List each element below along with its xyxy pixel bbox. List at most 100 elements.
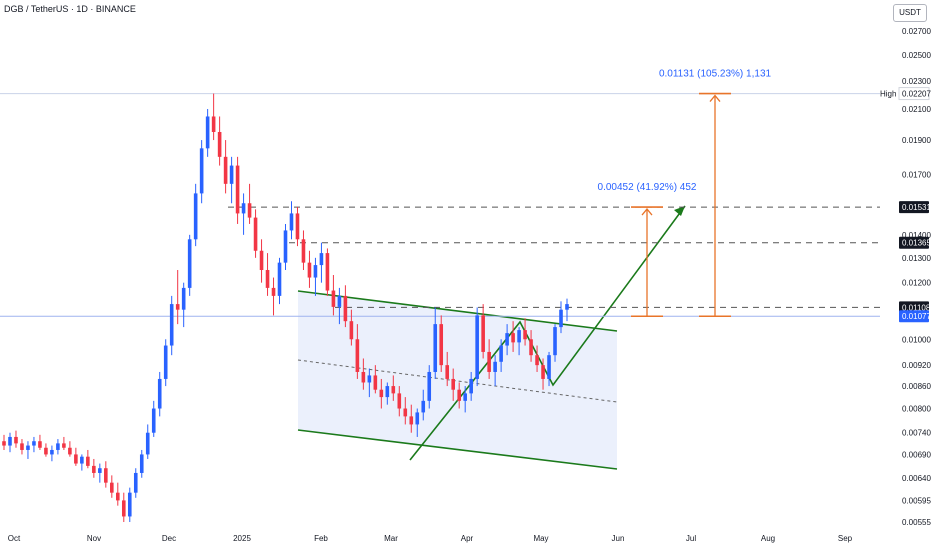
y-tick-label: 0.00740 xyxy=(902,429,931,438)
channel-lower-line xyxy=(297,429,618,470)
candle-body xyxy=(379,389,384,398)
candle-body xyxy=(169,304,174,346)
candle-body xyxy=(343,295,348,322)
candle-body xyxy=(511,333,515,343)
time-axis: Oct Nov Dec 2025 Feb Mar Apr May Jun Jul Aug Sep xyxy=(8,534,853,543)
y-tick-label: 0.01900 xyxy=(902,136,931,145)
candle-body xyxy=(409,416,414,425)
channel-drawings xyxy=(297,205,686,470)
candle-body xyxy=(127,492,132,517)
high-label: High xyxy=(880,90,896,99)
y-tick-label: 0.00860 xyxy=(902,382,931,391)
target-drawings: 0.00452 (41.92%) 452 0.01131 (105.23%) 1,… xyxy=(598,69,772,318)
x-tick-label: Feb xyxy=(314,534,328,543)
price-badge xyxy=(899,310,929,323)
candle-body xyxy=(391,386,396,394)
candle-body xyxy=(187,239,192,288)
price-badge xyxy=(899,236,929,249)
candle-body xyxy=(475,315,479,379)
candle-body xyxy=(163,345,168,379)
y-tick-label: 0.02700 xyxy=(902,27,931,36)
x-tick-label: May xyxy=(533,534,548,543)
candle-body xyxy=(373,375,378,390)
candle-body xyxy=(56,443,60,450)
candle-body xyxy=(301,239,306,263)
candle-body xyxy=(313,265,318,278)
candle-body xyxy=(259,250,264,271)
candle-body xyxy=(553,327,557,356)
candle-body xyxy=(451,378,456,390)
candle-body xyxy=(20,443,24,450)
currency-button[interactable]: USDT xyxy=(893,4,927,22)
candle-body xyxy=(421,400,426,413)
y-tick-label: 0.01700 xyxy=(902,171,931,180)
y-tick-label: 0.01300 xyxy=(902,254,931,263)
candle-body xyxy=(355,339,360,372)
y-tick-label: 0.02300 xyxy=(902,77,931,86)
channel-fill xyxy=(298,291,617,469)
candle-body xyxy=(247,203,252,218)
candle-body xyxy=(319,253,324,266)
candle-body xyxy=(253,217,258,251)
price-badge xyxy=(899,201,929,214)
measurement-label: 0.00452 (41.92%) 452 xyxy=(598,182,697,193)
candle-body xyxy=(499,345,503,362)
x-tick-label: Sep xyxy=(838,534,853,543)
x-tick-label: Dec xyxy=(162,534,176,543)
candle-body xyxy=(193,193,198,240)
candle-body xyxy=(175,304,180,310)
candle-body xyxy=(559,309,563,328)
candle-body xyxy=(397,393,402,409)
price-badge-value: 0.01108 xyxy=(902,303,931,312)
candle-body xyxy=(469,378,473,394)
y-tick-label: 0.00595 xyxy=(902,496,931,505)
candle-body xyxy=(289,213,294,231)
candle-body xyxy=(104,468,108,483)
candle-body xyxy=(92,465,96,473)
measurement-label: 0.01131 (105.23%) 1,131 xyxy=(659,69,772,80)
candle-body xyxy=(241,203,246,214)
candle-body xyxy=(277,262,282,296)
x-tick-label: Jul xyxy=(686,534,696,543)
x-tick-label: Nov xyxy=(87,534,101,543)
price-badge-value: 0.01531 xyxy=(902,203,931,212)
x-tick-label: Jun xyxy=(612,534,625,543)
y-tick-label: 0.00555 xyxy=(902,518,931,527)
projection-arrow-head xyxy=(674,206,685,216)
candle-body xyxy=(535,355,539,366)
candle-body xyxy=(325,253,330,291)
candle-body xyxy=(271,287,276,296)
candle-body xyxy=(367,375,372,383)
candle-body xyxy=(157,378,162,409)
candle-body xyxy=(44,447,48,455)
y-tick-label: 0.02500 xyxy=(902,51,931,60)
candle-body xyxy=(110,482,114,493)
candle-body xyxy=(487,351,491,372)
candle-body xyxy=(493,361,497,372)
candle-body xyxy=(229,165,234,184)
candle-body xyxy=(115,492,120,501)
candle-body xyxy=(145,432,150,455)
candle-body xyxy=(14,436,18,444)
candle-body xyxy=(181,287,186,310)
channel-upper-line xyxy=(297,290,618,332)
candle-body xyxy=(517,330,521,343)
candle-body xyxy=(133,472,138,493)
candle-body xyxy=(2,441,6,446)
candle-body xyxy=(385,386,390,398)
candle-body xyxy=(217,131,222,157)
candle-body xyxy=(565,304,569,310)
candle-body xyxy=(32,441,36,446)
candle-body xyxy=(68,447,72,455)
y-tick-label: 0.01000 xyxy=(902,335,931,344)
candle-body xyxy=(98,468,102,473)
candle-body xyxy=(307,262,312,278)
candle-body xyxy=(349,321,354,340)
level-lines xyxy=(0,93,880,317)
price-axis: 0.02700 0.02500 0.02300 0.02100 0.01900 0.017… xyxy=(880,27,931,527)
y-tick-label: 0.00920 xyxy=(902,361,931,370)
candle-body xyxy=(121,500,126,517)
y-tick-label: 0.00640 xyxy=(902,474,931,483)
chart-title: DGB / TetherUS · 1D · BINANCE xyxy=(4,4,136,14)
